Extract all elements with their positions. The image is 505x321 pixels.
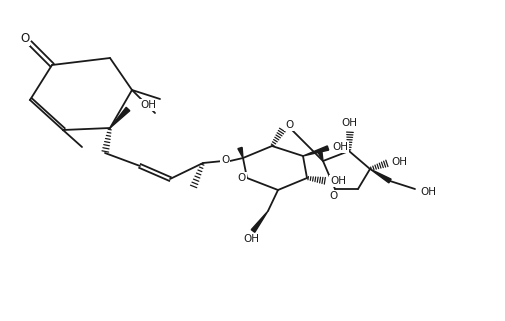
Polygon shape — [303, 146, 329, 156]
Text: OH: OH — [341, 118, 357, 128]
Text: OH: OH — [420, 187, 436, 197]
Text: OH: OH — [140, 100, 156, 110]
Polygon shape — [251, 211, 268, 232]
Text: O: O — [285, 120, 293, 130]
Text: O: O — [330, 191, 338, 201]
Text: OH: OH — [332, 142, 348, 152]
Text: O: O — [238, 173, 246, 183]
Text: O: O — [221, 155, 229, 165]
Polygon shape — [238, 147, 243, 158]
Text: OH: OH — [243, 234, 259, 244]
Text: OH: OH — [330, 176, 346, 186]
Text: O: O — [20, 32, 30, 46]
Polygon shape — [370, 169, 391, 183]
Text: OH: OH — [391, 157, 407, 167]
Polygon shape — [318, 152, 323, 161]
Polygon shape — [110, 107, 130, 128]
